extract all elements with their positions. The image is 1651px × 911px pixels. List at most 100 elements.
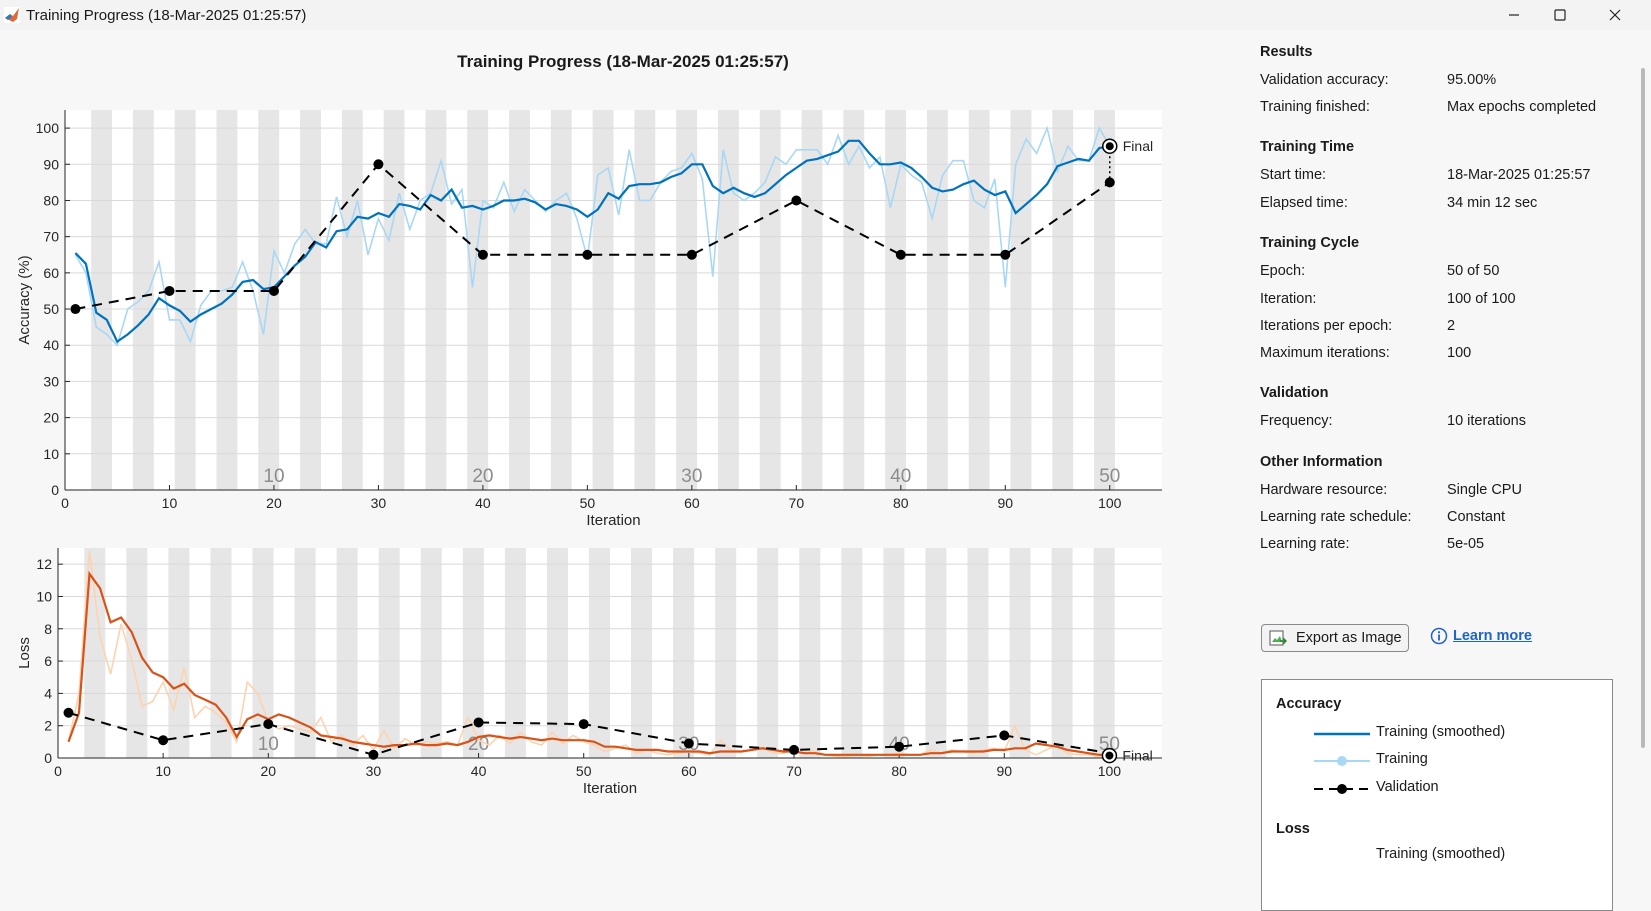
accuracy-y-tick-label: 0 (51, 482, 59, 498)
loss-y-tick-label: 0 (44, 750, 52, 766)
loss-epoch-band (673, 548, 695, 758)
accuracy-epoch-band (91, 110, 113, 490)
loss-validation-point (473, 717, 484, 728)
loss-x-tick-label: 90 (996, 763, 1012, 779)
validation-accuracy-label: Validation accuracy: (1260, 72, 1389, 88)
loss-epoch-band (1051, 548, 1073, 758)
loss-validation-point (683, 738, 694, 749)
iteration-value: 100 of 100 (1447, 291, 1516, 307)
validation-heading: Validation (1260, 385, 1329, 401)
accuracy-epoch-band (425, 110, 447, 490)
legend-validation-label: Validation (1376, 779, 1439, 795)
scrollbar-thumb[interactable] (1641, 68, 1645, 748)
accuracy-epoch-label: 10 (263, 466, 284, 487)
accuracy-epoch-band (801, 110, 823, 490)
accuracy-validation-point (895, 249, 906, 260)
other-information-heading: Other Information (1260, 454, 1383, 470)
loss-epoch-band (546, 548, 568, 758)
accuracy-chart: 10 20 30 40 50 0 10 20 30 40 50 60 70 80 90 100 0 10 20 30 4… (16, 110, 1162, 529)
accuracy-training-line (74, 125, 1111, 347)
results-heading: Results (1260, 44, 1313, 60)
accuracy-validation-point (70, 304, 81, 315)
panel-scrollbar[interactable] (1636, 30, 1651, 865)
export-as-image-label: Export as Image (1296, 630, 1402, 646)
accuracy-validation-point (686, 249, 697, 260)
loss-epoch-band (799, 548, 821, 758)
loss-epoch-band (588, 548, 610, 758)
loss-x-tick-label: 20 (260, 763, 276, 779)
maximize-button[interactable] (1537, 0, 1583, 30)
loss-x-tick-label: 80 (891, 763, 907, 779)
accuracy-y-tick-label: 30 (43, 373, 59, 389)
loss-final-marker (1105, 751, 1114, 760)
minimize-button[interactable] (1491, 0, 1537, 30)
matlab-icon (4, 7, 20, 23)
loss-epoch-band (420, 548, 442, 758)
epoch-value: 50 of 50 (1447, 263, 1500, 279)
maximum-iterations-label: Maximum iterations: (1260, 345, 1390, 361)
loss-epoch-band (252, 548, 274, 758)
loss-y-tick-label: 8 (44, 621, 52, 637)
loss-epoch-band (883, 548, 905, 758)
start-time-value: 18-Mar-2025 01:25:57 (1447, 167, 1591, 183)
loss-x-tick-label: 60 (681, 763, 697, 779)
loss-x-tick-label: 50 (576, 763, 592, 779)
accuracy-epoch-band (1052, 110, 1074, 490)
accuracy-y-tick-label: 100 (36, 120, 60, 136)
plot-title: Training Progress (18-Mar-2025 01:25:57) (457, 52, 789, 71)
accuracy-epoch-band (759, 110, 781, 490)
learning-rate-value: 5e-05 (1447, 536, 1485, 552)
accuracy-y-tick-label: 80 (43, 192, 59, 208)
info-panel: Results Validation accuracy: 95.00% Trai… (1240, 30, 1636, 911)
loss-epoch-label: 10 (258, 734, 279, 755)
accuracy-x-tick-label: 70 (789, 495, 805, 511)
iterations-per-epoch-value: 2 (1447, 318, 1456, 334)
loss-validation-point (368, 749, 379, 760)
learn-more-label: Learn more (1453, 628, 1532, 644)
learn-more-link[interactable]: Learn more (1430, 627, 1532, 645)
loss-epoch-band (294, 548, 316, 758)
accuracy-x-tick-label: 60 (684, 495, 700, 511)
loss-training-line (67, 551, 1110, 758)
hardware-resource-label: Hardware resource: (1260, 482, 1388, 498)
accuracy-epoch-band (968, 110, 990, 490)
accuracy-epoch-band (717, 110, 739, 490)
info-icon (1430, 627, 1448, 645)
accuracy-epoch-band (634, 110, 656, 490)
accuracy-x-tick-label: 10 (162, 495, 178, 511)
maximize-icon (1554, 9, 1566, 21)
loss-y-tick-label: 2 (44, 718, 52, 734)
accuracy-y-tick-label: 20 (43, 410, 59, 426)
loss-epoch-band (631, 548, 653, 758)
accuracy-epoch-band (383, 110, 405, 490)
start-time-label: Start time: (1260, 167, 1327, 183)
accuracy-training-smoothed-line (74, 139, 1110, 344)
export-as-image-button[interactable]: Export as Image (1261, 624, 1409, 652)
close-button[interactable] (1592, 0, 1638, 30)
elapsed-time-value: 34 min 12 sec (1447, 195, 1538, 211)
loss-epoch-band (462, 548, 484, 758)
legend-panel: Accuracy Training (smoothed) Training Va… (1261, 679, 1613, 911)
loss-x-tick-label: 10 (155, 763, 171, 779)
loss-validation-point (999, 730, 1010, 741)
loss-x-tick-label: 100 (1098, 763, 1122, 779)
accuracy-validation-point (268, 285, 279, 296)
accuracy-epoch-band (509, 110, 530, 490)
accuracy-epoch-label: 20 (472, 466, 493, 487)
legend-training-smoothed-label: Training (smoothed) (1376, 724, 1506, 740)
learning-rate-schedule-value: Constant (1447, 509, 1506, 525)
loss-chart: 1020304050024681012010203040506070809010… (16, 548, 1162, 797)
loss-y-tick-label: 12 (36, 556, 52, 572)
accuracy-epoch-label: 50 (1099, 466, 1120, 487)
accuracy-x-tick-label: 20 (266, 495, 282, 511)
loss-epoch-band (1009, 548, 1031, 758)
accuracy-y-tick-label: 10 (43, 446, 59, 462)
loss-validation-point (894, 741, 905, 752)
loss-x-tick-label: 0 (54, 763, 62, 779)
accuracy-x-tick-label: 80 (893, 495, 909, 511)
close-icon (1609, 9, 1621, 21)
loss-epoch-band (841, 548, 863, 758)
accuracy-epoch-band (174, 110, 196, 490)
accuracy-validation-point (1000, 249, 1011, 260)
minimize-icon (1509, 14, 1519, 16)
